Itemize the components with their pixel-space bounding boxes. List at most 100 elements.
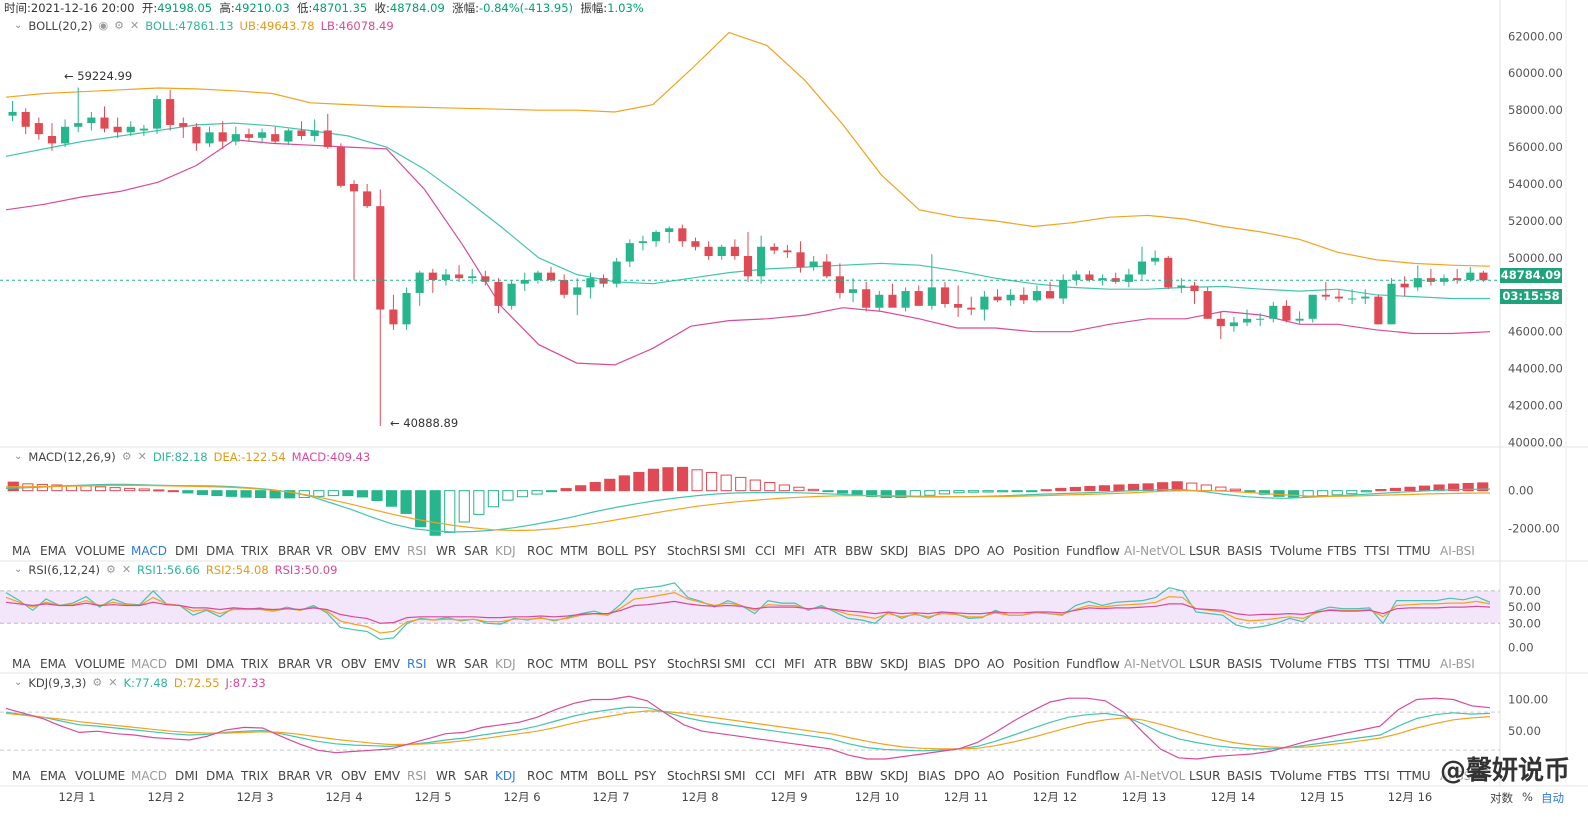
indicator-tab-ftbs[interactable]: FTBS	[1327, 544, 1357, 558]
indicator-tab-cci[interactable]: CCI	[755, 769, 776, 783]
indicator-tab-basis[interactable]: BASIS	[1227, 544, 1263, 558]
indicator-tab-atr[interactable]: ATR	[814, 657, 837, 671]
indicator-tab-mfi[interactable]: MFI	[784, 544, 805, 558]
indicator-tab-ai-bsi[interactable]: AI-BSI	[1440, 544, 1475, 558]
indicator-tab-emv[interactable]: EMV	[374, 657, 401, 671]
indicator-tab-position[interactable]: Position	[1013, 544, 1060, 558]
indicator-tab-dpo[interactable]: DPO	[954, 769, 980, 783]
indicator-tab-atr[interactable]: ATR	[814, 769, 837, 783]
indicator-tab-macd[interactable]: MACD	[131, 657, 167, 671]
indicator-tab-ai-netvol[interactable]: AI-NetVOL	[1124, 657, 1186, 671]
indicator-tab-wr[interactable]: WR	[436, 544, 457, 558]
indicator-tab-trix[interactable]: TRIX	[241, 657, 269, 671]
indicator-tab-rsi[interactable]: RSI	[407, 769, 427, 783]
indicator-tab-psy[interactable]: PSY	[634, 769, 657, 783]
indicator-tab-brar[interactable]: BRAR	[278, 544, 311, 558]
indicator-tab-ftbs[interactable]: FTBS	[1327, 657, 1357, 671]
indicator-tab-roc[interactable]: ROC	[527, 769, 554, 783]
indicator-tab-mtm[interactable]: MTM	[560, 544, 589, 558]
indicator-tab-ao[interactable]: AO	[987, 769, 1005, 783]
indicator-tab-mtm[interactable]: MTM	[560, 769, 589, 783]
indicator-tab-dma[interactable]: DMA	[206, 769, 234, 783]
indicator-tab-dma[interactable]: DMA	[206, 544, 234, 558]
indicator-tab-vr[interactable]: VR	[316, 769, 333, 783]
indicator-tab-smi[interactable]: SMI	[724, 769, 746, 783]
indicator-tab-ai-netvol[interactable]: AI-NetVOL	[1124, 769, 1186, 783]
indicator-tab-ai-bsi[interactable]: AI-BSI	[1440, 769, 1475, 783]
indicator-tab-wr[interactable]: WR	[436, 657, 457, 671]
indicator-tab-sar[interactable]: SAR	[464, 657, 489, 671]
indicator-tab-stochrsi[interactable]: StochRSI	[667, 657, 721, 671]
indicator-tab-bias[interactable]: BIAS	[918, 769, 946, 783]
indicator-tab-brar[interactable]: BRAR	[278, 657, 311, 671]
indicator-tab-volume[interactable]: VOLUME	[75, 544, 126, 558]
indicator-tab-ema[interactable]: EMA	[40, 544, 67, 558]
indicator-tab-cci[interactable]: CCI	[755, 544, 776, 558]
indicator-tab-vr[interactable]: VR	[316, 657, 333, 671]
indicator-tab-kdj[interactable]: KDJ	[495, 544, 516, 558]
indicator-tab-tvolume[interactable]: TVolume	[1270, 657, 1322, 671]
auto-scale-button[interactable]: 自动	[1541, 791, 1564, 805]
indicator-tab-trix[interactable]: TRIX	[241, 544, 269, 558]
chevron-down-icon[interactable]: ⌄	[14, 677, 23, 688]
indicator-tab-stochrsi[interactable]: StochRSI	[667, 769, 721, 783]
indicator-tab-ttsi[interactable]: TTSI	[1364, 769, 1390, 783]
gear-icon[interactable]: ⚙	[105, 563, 116, 576]
indicator-tab-ao[interactable]: AO	[987, 657, 1005, 671]
close-icon[interactable]: ✕	[130, 19, 140, 32]
indicator-tab-dmi[interactable]: DMI	[175, 769, 199, 783]
indicator-tab-dmi[interactable]: DMI	[175, 544, 199, 558]
indicator-tab-ttsi[interactable]: TTSI	[1364, 657, 1390, 671]
indicator-tab-brar[interactable]: BRAR	[278, 769, 311, 783]
indicator-tab-ma[interactable]: MA	[12, 657, 31, 671]
indicator-tab-tvolume[interactable]: TVolume	[1270, 769, 1322, 783]
indicator-tab-obv[interactable]: OBV	[341, 657, 367, 671]
indicator-tab-volume[interactable]: VOLUME	[75, 769, 126, 783]
indicator-tab-dma[interactable]: DMA	[206, 657, 234, 671]
indicator-tab-mfi[interactable]: MFI	[784, 769, 805, 783]
gear-icon[interactable]: ⚙	[121, 450, 132, 463]
indicator-tab-skdj[interactable]: SKDJ	[880, 544, 909, 558]
indicator-tab-atr[interactable]: ATR	[814, 544, 837, 558]
indicator-tab-dpo[interactable]: DPO	[954, 544, 980, 558]
indicator-tab-fundflow[interactable]: Fundflow	[1066, 544, 1120, 558]
indicator-tab-boll[interactable]: BOLL	[597, 657, 628, 671]
close-icon[interactable]: ✕	[137, 450, 147, 463]
indicator-tab-ttmu[interactable]: TTMU	[1397, 657, 1431, 671]
indicator-tab-skdj[interactable]: SKDJ	[880, 769, 909, 783]
indicator-tab-ema[interactable]: EMA	[40, 769, 67, 783]
indicator-tab-macd[interactable]: MACD	[131, 769, 167, 783]
close-icon[interactable]: ✕	[121, 563, 132, 576]
indicator-tab-mfi[interactable]: MFI	[784, 657, 805, 671]
chevron-down-icon[interactable]: ⌄	[14, 451, 23, 462]
indicator-tab-roc[interactable]: ROC	[527, 657, 554, 671]
indicator-tab-sar[interactable]: SAR	[464, 544, 489, 558]
indicator-tab-lsur[interactable]: LSUR	[1189, 657, 1221, 671]
indicator-tab-basis[interactable]: BASIS	[1227, 769, 1263, 783]
indicator-tab-boll[interactable]: BOLL	[597, 769, 628, 783]
indicator-tab-tvolume[interactable]: TVolume	[1270, 544, 1322, 558]
indicator-tab-kdj[interactable]: KDJ	[495, 657, 516, 671]
indicator-tab-fundflow[interactable]: Fundflow	[1066, 657, 1120, 671]
indicator-tab-mtm[interactable]: MTM	[560, 657, 589, 671]
indicator-tab-smi[interactable]: SMI	[724, 544, 746, 558]
indicator-tab-kdj[interactable]: KDJ	[495, 769, 516, 783]
indicator-tab-boll[interactable]: BOLL	[597, 544, 628, 558]
indicator-tab-wr[interactable]: WR	[436, 769, 457, 783]
indicator-tab-volume[interactable]: VOLUME	[75, 657, 126, 671]
indicator-tab-macd[interactable]: MACD	[131, 544, 167, 558]
indicator-tab-rsi[interactable]: RSI	[407, 544, 427, 558]
indicator-tab-ai-bsi[interactable]: AI-BSI	[1440, 657, 1475, 671]
chevron-down-icon[interactable]: ⌄	[14, 20, 23, 31]
indicator-tab-bias[interactable]: BIAS	[918, 657, 946, 671]
chevron-down-icon[interactable]: ⌄	[14, 564, 23, 575]
indicator-tab-basis[interactable]: BASIS	[1227, 657, 1263, 671]
indicator-tab-bbw[interactable]: BBW	[845, 657, 873, 671]
indicator-tab-roc[interactable]: ROC	[527, 544, 554, 558]
indicator-tab-skdj[interactable]: SKDJ	[880, 657, 909, 671]
indicator-tab-lsur[interactable]: LSUR	[1189, 544, 1221, 558]
percent-scale-button[interactable]: %	[1522, 790, 1533, 804]
indicator-tab-bbw[interactable]: BBW	[845, 544, 873, 558]
indicator-tab-ttmu[interactable]: TTMU	[1397, 544, 1431, 558]
indicator-tab-emv[interactable]: EMV	[374, 769, 401, 783]
